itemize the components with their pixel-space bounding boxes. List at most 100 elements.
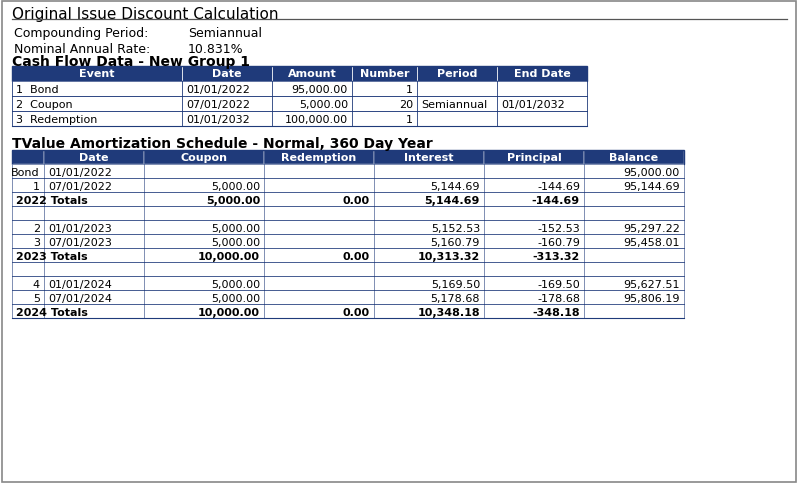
Text: Bond: Bond (11, 167, 40, 178)
Text: 01/01/2032: 01/01/2032 (501, 100, 565, 110)
Text: -144.69: -144.69 (532, 196, 580, 206)
Bar (484, 193, 584, 207)
Text: 5,178.68: 5,178.68 (431, 293, 480, 303)
Text: 2023 Totals: 2023 Totals (16, 252, 88, 261)
Bar (352, 67, 417, 82)
Bar (374, 207, 484, 221)
Bar (484, 276, 584, 290)
Text: -169.50: -169.50 (537, 279, 580, 289)
Bar (272, 67, 352, 82)
Text: 5,160.79: 5,160.79 (431, 238, 480, 247)
Bar (497, 67, 587, 82)
Text: -144.69: -144.69 (537, 182, 580, 192)
Text: End Date: End Date (514, 69, 570, 79)
Text: 07/01/2022: 07/01/2022 (186, 100, 250, 110)
Bar (584, 179, 684, 193)
Text: 4: 4 (33, 279, 40, 289)
Text: Date: Date (79, 152, 109, 163)
Text: 10,348.18: 10,348.18 (417, 307, 480, 318)
Bar (264, 262, 374, 276)
Text: 1  Bond: 1 Bond (16, 85, 58, 95)
Text: -152.53: -152.53 (537, 224, 580, 233)
Text: 01/01/2024: 01/01/2024 (48, 279, 112, 289)
Text: 95,000.00: 95,000.00 (624, 167, 680, 178)
Text: 5,000.00: 5,000.00 (211, 182, 260, 192)
Bar (484, 290, 584, 304)
Text: 01/01/2022: 01/01/2022 (186, 85, 250, 95)
Text: -348.18: -348.18 (532, 307, 580, 318)
Bar (12, 193, 44, 207)
Bar (44, 235, 144, 248)
Bar (264, 290, 374, 304)
Text: 95,806.19: 95,806.19 (623, 293, 680, 303)
Bar (12, 290, 44, 304)
Bar (144, 235, 264, 248)
Text: 2024 Totals: 2024 Totals (16, 307, 88, 318)
Text: -178.68: -178.68 (537, 293, 580, 303)
Text: Number: Number (360, 69, 409, 79)
Bar (44, 290, 144, 304)
Bar (584, 193, 684, 207)
Bar (264, 193, 374, 207)
Bar (12, 165, 44, 179)
Bar (144, 304, 264, 318)
Bar (144, 221, 264, 235)
Bar (374, 276, 484, 290)
Text: 5,000.00: 5,000.00 (206, 196, 260, 206)
Bar (584, 304, 684, 318)
Text: Compounding Period:: Compounding Period: (14, 27, 149, 40)
Bar (144, 151, 264, 165)
Bar (144, 193, 264, 207)
Bar (12, 82, 587, 97)
Text: 5,169.50: 5,169.50 (431, 279, 480, 289)
Text: 5,000.00: 5,000.00 (211, 224, 260, 233)
Text: 2  Coupon: 2 Coupon (16, 100, 73, 110)
Text: Semiannual: Semiannual (421, 100, 487, 110)
Text: 5,000.00: 5,000.00 (211, 238, 260, 247)
Text: 1: 1 (406, 115, 413, 125)
Bar (374, 165, 484, 179)
Text: Coupon: Coupon (181, 152, 228, 163)
Bar (484, 304, 584, 318)
Bar (484, 207, 584, 221)
Bar (12, 112, 587, 127)
Bar (584, 290, 684, 304)
Bar (12, 262, 44, 276)
Bar (374, 151, 484, 165)
Bar (12, 151, 44, 165)
Text: Interest: Interest (404, 152, 454, 163)
Text: 07/01/2023: 07/01/2023 (48, 238, 112, 247)
Text: TValue Amortization Schedule - Normal, 360 Day Year: TValue Amortization Schedule - Normal, 3… (12, 136, 433, 151)
Bar (374, 262, 484, 276)
Text: Date: Date (213, 69, 242, 79)
Bar (264, 179, 374, 193)
Text: Amount: Amount (288, 69, 336, 79)
Text: 5,152.53: 5,152.53 (431, 224, 480, 233)
Bar (484, 179, 584, 193)
Bar (584, 165, 684, 179)
Bar (374, 221, 484, 235)
Bar (44, 193, 144, 207)
Bar (12, 67, 587, 82)
Bar (264, 151, 374, 165)
Text: 0.00: 0.00 (343, 307, 370, 318)
Bar (264, 207, 374, 221)
Bar (44, 165, 144, 179)
Bar (484, 221, 584, 235)
Text: 5,000.00: 5,000.00 (211, 293, 260, 303)
Bar (12, 235, 44, 248)
Text: 1: 1 (406, 85, 413, 95)
Bar (484, 262, 584, 276)
Bar (12, 304, 44, 318)
Bar (374, 193, 484, 207)
Text: 95,000.00: 95,000.00 (292, 85, 348, 95)
Bar (484, 151, 584, 165)
Bar (264, 165, 374, 179)
Bar (584, 262, 684, 276)
Text: 3  Redemption: 3 Redemption (16, 115, 97, 125)
Bar (44, 221, 144, 235)
Text: -313.32: -313.32 (533, 252, 580, 261)
Bar (44, 207, 144, 221)
Bar (374, 304, 484, 318)
Bar (417, 67, 497, 82)
